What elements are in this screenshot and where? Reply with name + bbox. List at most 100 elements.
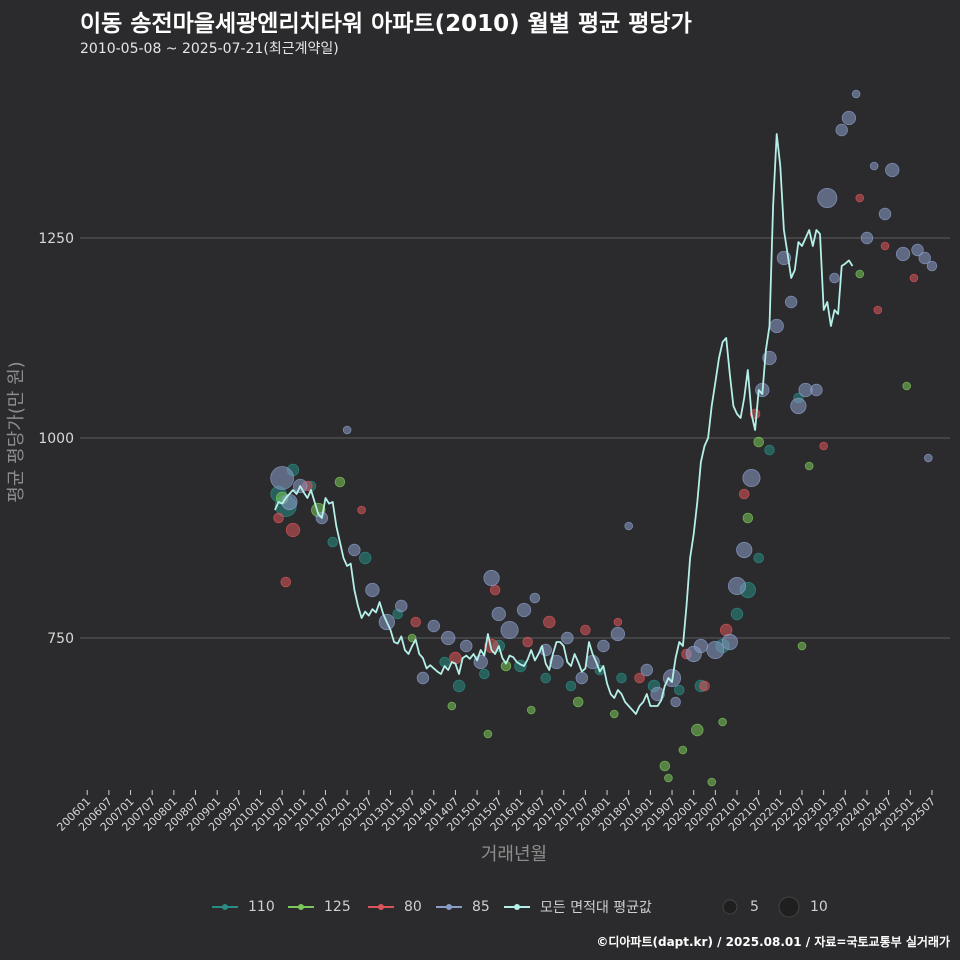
point-110: [730, 607, 744, 621]
point-85: [885, 162, 900, 178]
point-85: [365, 582, 380, 598]
legend-label-85: 85: [472, 899, 490, 915]
point-85: [727, 576, 747, 596]
point-80: [357, 505, 366, 515]
point-85: [597, 639, 610, 653]
point-80: [819, 441, 828, 451]
point-85: [878, 207, 892, 221]
point-85: [835, 123, 848, 137]
point-85: [516, 602, 532, 618]
point-80: [634, 672, 645, 684]
chart-title: 이동 송전마을세광엔리치타워 아파트(2010) 월별 평균 평당가: [80, 11, 692, 37]
point-125: [902, 381, 911, 391]
average-line-group: [274, 133, 854, 715]
point-125: [855, 269, 865, 279]
point-80: [489, 584, 501, 596]
point-80: [699, 680, 710, 692]
point-85: [640, 663, 653, 677]
point-85: [427, 619, 440, 633]
point-85: [860, 231, 874, 245]
legend-size-label-5: 5: [750, 899, 759, 915]
point-125: [483, 729, 493, 739]
point-85: [441, 630, 456, 646]
point-85: [416, 671, 430, 685]
point-85: [784, 295, 798, 309]
legend-size-5: 5: [718, 894, 759, 920]
point-85: [693, 638, 709, 654]
point-80: [855, 193, 865, 203]
point-85: [624, 521, 634, 531]
point-80: [880, 241, 890, 251]
point-125: [742, 512, 754, 524]
point-85: [575, 671, 588, 685]
point-85: [500, 620, 519, 640]
point-110: [358, 551, 372, 565]
point-85: [348, 543, 361, 557]
point-125: [407, 633, 417, 643]
grid-lines: [80, 237, 950, 639]
point-85: [769, 318, 784, 334]
point-125: [691, 723, 704, 737]
point-85: [810, 383, 823, 397]
point-125: [526, 705, 536, 715]
point-85: [926, 260, 938, 272]
point-80: [873, 305, 883, 315]
legend-size-10: 10: [776, 894, 828, 920]
point-85: [650, 686, 665, 702]
y-tick-label: 1250: [38, 231, 74, 247]
point-85: [270, 466, 295, 490]
point-125: [753, 436, 764, 448]
legend-item-average: 모든 면적대 평균값: [502, 894, 652, 920]
point-125: [678, 745, 688, 755]
point-80: [738, 488, 750, 500]
legend-label-110: 110: [248, 899, 275, 915]
point-110: [764, 444, 775, 456]
point-85: [924, 453, 933, 463]
point-80: [280, 576, 292, 588]
point-80: [410, 616, 421, 628]
point-85: [742, 468, 761, 488]
point-110: [327, 536, 338, 548]
x-axis-label: 거래년월: [481, 844, 547, 865]
point-85: [549, 654, 564, 670]
point-125: [447, 701, 457, 711]
point-85: [670, 696, 681, 708]
point-80: [285, 522, 301, 538]
y-tick-label: 1000: [38, 431, 74, 447]
point-125: [804, 461, 814, 471]
point-125: [572, 696, 584, 708]
point-85: [721, 633, 738, 651]
point-110: [616, 672, 627, 684]
legend-item-80: 80: [366, 894, 422, 920]
point-125: [718, 717, 727, 727]
point-85: [706, 640, 725, 660]
point-125: [334, 476, 346, 488]
point-85: [841, 110, 857, 126]
legend-size-label-10: 10: [810, 899, 828, 915]
legend-item-125: 125: [286, 894, 351, 920]
point-110: [753, 552, 764, 564]
point-125: [797, 641, 807, 651]
point-110: [674, 684, 685, 696]
point-125: [500, 660, 512, 672]
legend-item-110: 110: [210, 894, 275, 920]
point-110: [565, 680, 577, 692]
point-80: [273, 512, 284, 524]
legend-label-80: 80: [404, 899, 422, 915]
footer-credit: ©디아파트(dapt.kr) / 2025.08.01 / 자료=국토교통부 실…: [596, 935, 950, 949]
chart-subtitle: 2010-05-08 ~ 2025-07-21(최근계약일): [80, 41, 339, 57]
point-80: [613, 617, 623, 627]
point-85: [829, 272, 840, 284]
point-85: [342, 425, 352, 435]
point-85: [911, 243, 924, 257]
point-85: [483, 569, 500, 587]
point-125: [707, 777, 717, 787]
point-80: [543, 615, 556, 629]
point-85: [817, 187, 838, 208]
legend-label-125: 125: [324, 899, 351, 915]
point-125: [659, 760, 671, 772]
point-110: [540, 672, 551, 684]
point-80: [580, 624, 591, 636]
point-85: [895, 246, 911, 262]
